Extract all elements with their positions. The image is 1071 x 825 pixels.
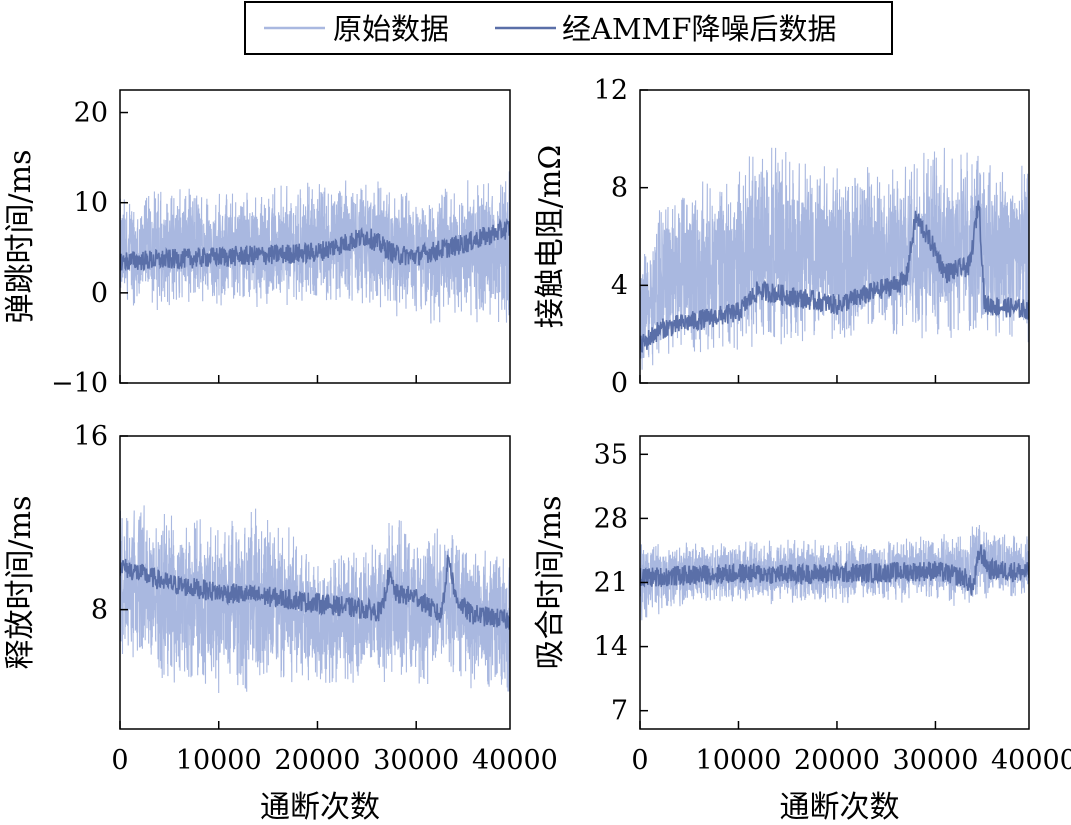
- y-tick-label: 14: [594, 632, 628, 663]
- series-denoised-line: [640, 200, 1029, 353]
- x-tick-label: 10000: [176, 745, 262, 776]
- x-tick-label: 20000: [275, 745, 361, 776]
- chart-panel-bottom-right: 7 14 21 28 35 0 10000 20000 30000 40000 吸合时间/ms 通断次…: [533, 435, 1071, 825]
- x-tick-label: 40000: [991, 745, 1071, 776]
- panels: −10 0 10 20 弹跳时间/ms 0 4 8 12 接触电阻/mΩ 8 16 0 10000 2000…: [3, 75, 1071, 825]
- y-tick-label: 0: [91, 278, 108, 309]
- y-tick-label: 12: [594, 75, 628, 106]
- legend: 原始数据 经AMMF降噪后数据: [244, 1, 893, 55]
- x-tick-label: 40000: [472, 745, 558, 776]
- legend-label-raw: 原始数据: [333, 12, 449, 46]
- series-denoised-line: [120, 218, 510, 272]
- y-tick-label: 20: [74, 98, 108, 129]
- legend-label-denoised: 经AMMF降噪后数据: [562, 12, 836, 46]
- x-axis-title: 通断次数: [260, 790, 380, 825]
- y-tick-label: 10: [74, 188, 108, 219]
- y-tick-label: 4: [611, 270, 628, 301]
- y-tick-label: −10: [51, 368, 108, 399]
- chart-panel-top-right: 0 4 8 12 接触电阻/mΩ: [533, 75, 1030, 399]
- series-denoised-line: [120, 554, 510, 630]
- y-tick-label: 28: [594, 503, 628, 534]
- x-tick-label: 0: [111, 745, 128, 776]
- x-axis-title: 通断次数: [780, 790, 900, 825]
- y-axis-title: 弹跳时间/ms: [3, 150, 38, 324]
- y-tick-label: 16: [74, 421, 108, 452]
- series-denoised-line: [640, 544, 1029, 596]
- plot-frame: [119, 89, 511, 384]
- x-tick-label: 30000: [373, 745, 459, 776]
- y-tick-label: 35: [594, 439, 628, 470]
- y-tick-label: 0: [611, 368, 628, 399]
- y-tick-label: 7: [611, 696, 628, 727]
- chart-panel-bottom-left: 8 16 0 10000 20000 30000 40000 释放时间/ms 通断次数: [3, 421, 558, 825]
- x-tick-label: 10000: [696, 745, 782, 776]
- x-tick-label: 0: [631, 745, 648, 776]
- plot-frame: [639, 89, 1030, 384]
- plot-frame: [119, 435, 511, 730]
- y-axis-title: 接触电阻/mΩ: [533, 145, 568, 328]
- y-axis-title: 吸合时间/ms: [533, 496, 568, 670]
- legend-box: [244, 1, 893, 55]
- x-tick-label: 20000: [794, 745, 880, 776]
- series-raw-line: [120, 171, 510, 324]
- y-tick-label: 8: [611, 173, 628, 204]
- y-tick-label: 21: [594, 568, 628, 599]
- x-tick-label: 30000: [892, 745, 978, 776]
- y-tick-label: 8: [91, 595, 108, 626]
- y-axis-title: 释放时间/ms: [3, 496, 38, 670]
- chart-panel-top-left: −10 0 10 20 弹跳时间/ms: [3, 89, 511, 399]
